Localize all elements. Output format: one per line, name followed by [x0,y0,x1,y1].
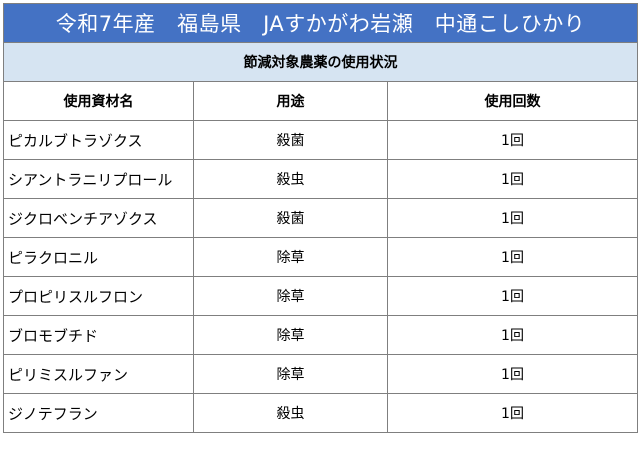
material-name-cell: ジノテフラン [3,393,194,433]
use-cell: 除草 [193,237,388,277]
material-name-cell: プロピリスルフロン [3,276,194,316]
count-cell: 1回 [386,237,639,277]
table-row: シアントラニリプロール 殺虫 1回 [3,159,639,199]
use-cell: 殺虫 [193,159,388,199]
count-cell: 1回 [386,315,639,355]
table-row: ジノテフラン 殺虫 1回 [3,393,639,433]
table-subtitle: 節減対象農薬の使用状況 [2,42,639,82]
use-cell: 殺菌 [193,198,388,238]
table-row: ピラクロニル 除草 1回 [3,237,639,277]
table-row: プロピリスルフロン 除草 1回 [3,276,639,316]
material-name-cell: ピカルブトラゾクス [3,120,194,160]
title-row: 令和7年産 福島県 JAすかがわ岩瀬 中通こしひかり [2,3,639,43]
count-cell: 1回 [386,393,639,433]
count-cell: 1回 [386,198,639,238]
material-name-cell: ブロモブチド [3,315,194,355]
material-name-cell: シアントラニリプロール [3,159,194,199]
count-cell: 1回 [386,276,639,316]
use-cell: 除草 [193,276,388,316]
table-row: ピカルブトラゾクス 殺菌 1回 [3,120,639,160]
use-cell: 除草 [193,315,388,355]
table-header-row: 使用資材名 用途 使用回数 [3,81,639,121]
pesticide-usage-sheet: 令和7年産 福島県 JAすかがわ岩瀬 中通こしひかり 節減対象農薬の使用状況 使… [2,3,639,445]
column-header-use: 用途 [193,81,388,121]
pesticide-table: 令和7年産 福島県 JAすかがわ岩瀬 中通こしひかり 節減対象農薬の使用状況 使… [2,3,639,433]
material-name-cell: ピリミスルファン [3,354,194,394]
use-cell: 除草 [193,354,388,394]
count-cell: 1回 [386,120,639,160]
column-header-count: 使用回数 [386,81,639,121]
table-row: ピリミスルファン 除草 1回 [3,354,639,394]
table-row: ジクロベンチアゾクス 殺菌 1回 [3,198,639,238]
count-cell: 1回 [386,354,639,394]
material-name-cell: ジクロベンチアゾクス [3,198,194,238]
column-header-name: 使用資材名 [3,81,194,121]
subtitle-row: 節減対象農薬の使用状況 [2,42,639,82]
page-title: 令和7年産 福島県 JAすかがわ岩瀬 中通こしひかり [2,3,639,43]
use-cell: 殺虫 [193,393,388,433]
count-cell: 1回 [386,159,639,199]
material-name-cell: ピラクロニル [3,237,194,277]
table-row: ブロモブチド 除草 1回 [3,315,639,355]
use-cell: 殺菌 [193,120,388,160]
